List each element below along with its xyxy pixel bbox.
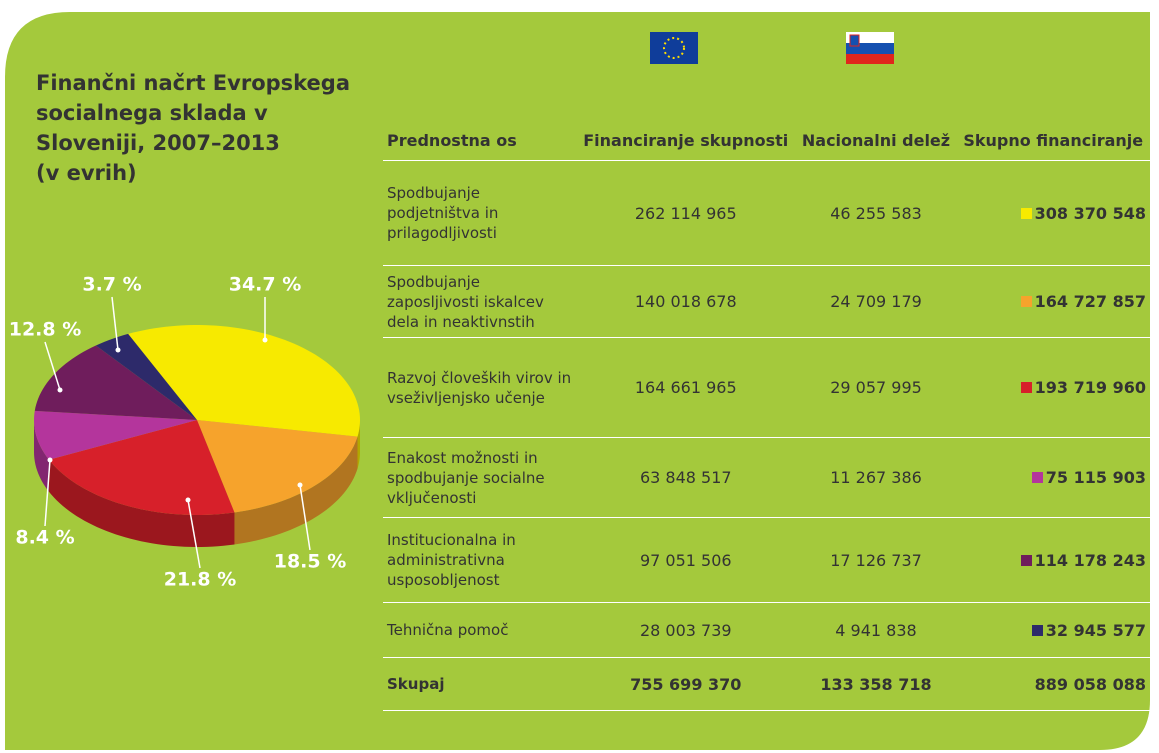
total-cell: Skupaj xyxy=(383,657,576,711)
eu-flag xyxy=(650,32,698,64)
slice-side xyxy=(234,436,358,545)
cell: 28 003 739 xyxy=(576,602,796,658)
table-row: Spodbujanje podjetništva in prilagodljiv… xyxy=(383,160,1150,266)
slice-side xyxy=(357,420,360,469)
cell: 114 178 243 xyxy=(956,517,1150,603)
value-label: 18.5 % xyxy=(274,551,347,573)
cell: 24 709 179 xyxy=(795,265,957,338)
color-square xyxy=(1020,207,1032,219)
cell: 29 057 995 xyxy=(795,337,957,438)
total-cell: 133 358 718 xyxy=(795,657,957,711)
column-header: Nacionalni delež xyxy=(795,75,957,161)
column-header: Skupno financiranje xyxy=(956,75,1150,161)
slice xyxy=(197,420,358,513)
leader-dot xyxy=(262,337,268,343)
cell: 75 115 903 xyxy=(956,437,1150,518)
cell: 11 267 386 xyxy=(795,437,957,518)
leader-line xyxy=(187,499,201,569)
leader-dot xyxy=(297,482,303,488)
cell: 193 719 960 xyxy=(956,337,1150,438)
total-value: 308 370 548 xyxy=(1034,203,1146,223)
slice xyxy=(95,333,197,420)
cell: 32 945 577 xyxy=(956,602,1150,658)
title-block: Finančni načrt Evropskega socialnega skl… xyxy=(36,68,376,188)
table-row: Enakost možnosti in spodbujanje socialne… xyxy=(383,437,1150,518)
cell: Razvoj človeških virov in vseživljenjsko… xyxy=(383,337,576,438)
color-square xyxy=(1020,296,1032,307)
cell: Tehnična pomoč xyxy=(383,602,576,658)
leader-dot xyxy=(115,347,121,353)
cell: 164 661 965 xyxy=(576,337,796,438)
cell: Spodbujanje zaposljivosti iskalcev dela … xyxy=(383,265,576,338)
table-row: Institucionalna in administrativna uspos… xyxy=(383,517,1150,603)
total-value: 75 115 903 xyxy=(1045,468,1146,487)
chart-subtitle: (v evrih) xyxy=(36,161,137,185)
color-square xyxy=(1031,624,1043,636)
finance-table: Prednostna os Financiranje skupnosti Nacio… xyxy=(383,75,1150,711)
table-row: Spodbujanje zaposljivosti iskalcev dela … xyxy=(383,265,1150,338)
eu-stars xyxy=(663,37,685,59)
total-value: 32 945 577 xyxy=(1045,620,1146,640)
slice xyxy=(128,325,360,437)
slice xyxy=(34,410,197,460)
cell: 97 051 506 xyxy=(576,517,796,603)
slice-side xyxy=(48,459,235,547)
cell: 164 727 857 xyxy=(956,265,1150,338)
leader-dot xyxy=(185,497,191,503)
cell: 140 018 678 xyxy=(576,265,796,338)
value-label: 12.8 % xyxy=(9,319,82,341)
cell: Enakost možnosti in spodbujanje socialne… xyxy=(383,437,576,518)
slice-side xyxy=(34,420,49,492)
color-square xyxy=(1020,382,1032,393)
value-label: 8.4 % xyxy=(15,527,74,549)
leader-line xyxy=(44,341,61,391)
slice xyxy=(34,345,198,420)
cell: 262 114 965 xyxy=(576,160,796,266)
leader-dot xyxy=(47,457,53,463)
cell: 46 255 583 xyxy=(795,160,957,266)
cell: Spodbujanje podjetništva in prilagodljiv… xyxy=(383,160,576,266)
leader-line xyxy=(299,484,311,551)
table-row: Razvoj človeških virov in vseživljenjsko… xyxy=(383,337,1150,438)
cell: 63 848 517 xyxy=(576,437,796,518)
leader-dot xyxy=(57,387,63,393)
leader-line xyxy=(111,296,119,351)
cell: 308 370 548 xyxy=(956,160,1150,266)
total-value: 164 727 857 xyxy=(1034,292,1146,311)
value-label: 3.7 % xyxy=(82,274,141,296)
chart-title: Finančni načrt Evropskega socialnega skl… xyxy=(36,71,350,155)
si-flag xyxy=(846,32,894,64)
total-cell: 889 058 088 xyxy=(956,657,1150,711)
total-value: 114 178 243 xyxy=(1034,550,1146,570)
column-header: Prednostna os xyxy=(383,75,576,161)
column-header: Financiranje skupnosti xyxy=(576,75,796,161)
total-value: 193 719 960 xyxy=(1034,378,1146,397)
cell: 17 126 737 xyxy=(795,517,957,603)
cell: 4 941 838 xyxy=(795,602,957,658)
color-square xyxy=(1020,554,1032,566)
value-label: 34.7 % xyxy=(229,274,302,296)
leader-line xyxy=(44,459,51,527)
pie-chart: 34.7 % 18.5 % 21.8 % 8.4 % 12.8 % 3.7 % xyxy=(9,274,360,591)
total-cell: 755 699 370 xyxy=(576,657,796,711)
color-square xyxy=(1031,472,1043,483)
slice xyxy=(48,420,235,515)
total-row: Skupaj 755 699 370 133 358 718 889 058 088 xyxy=(383,657,1150,711)
value-label: 21.8 % xyxy=(164,569,237,591)
cell: Institucionalna in administrativna uspos… xyxy=(383,517,576,603)
table-row: Tehnična pomoč 28 003 739 4 941 838 32 945 … xyxy=(383,602,1150,658)
